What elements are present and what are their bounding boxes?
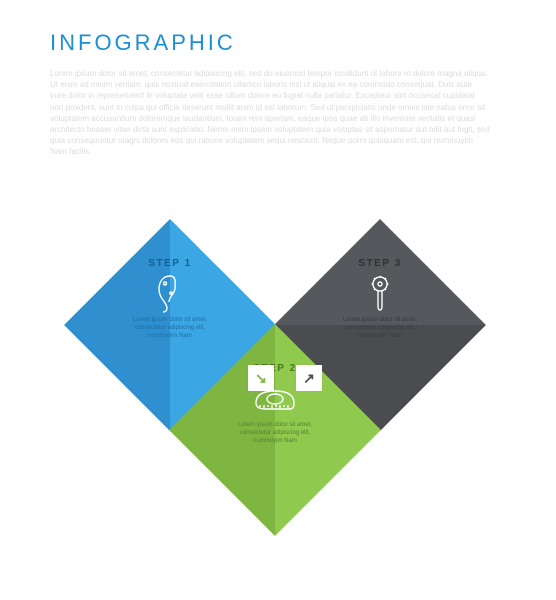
cutter-wheel-icon (368, 275, 392, 313)
step-1-desc: Lorem ipsum dolor sit amet, consectetur … (125, 317, 215, 340)
arrow-2-to-3-icon: ↗ (296, 365, 322, 391)
arrow-1-to-2-icon: ↘ (248, 365, 274, 391)
infographic-diagram: Step 1 Lorem ipsum dolor sit amet, conse… (0, 200, 556, 600)
diamond-step-2: Step 2 Lorem ipsum dolor sit amet, conse… (169, 324, 381, 536)
page-subtitle: Lorem ipsum dolor sit amet, consectetur … (50, 68, 490, 158)
step-1-label: Step 1 (148, 258, 191, 269)
step-3-desc: Lorem ipsum dolor sit amet, consectetur … (335, 317, 425, 340)
step-3-label: Step 3 (358, 258, 401, 269)
step-2-desc: Lorem ipsum dolor sit amet, consectetur … (230, 422, 320, 445)
page-title: Infographic (50, 30, 506, 56)
header: Infographic Lorem ipsum dolor sit amet, … (0, 0, 556, 168)
french-curve-icon (155, 275, 185, 313)
